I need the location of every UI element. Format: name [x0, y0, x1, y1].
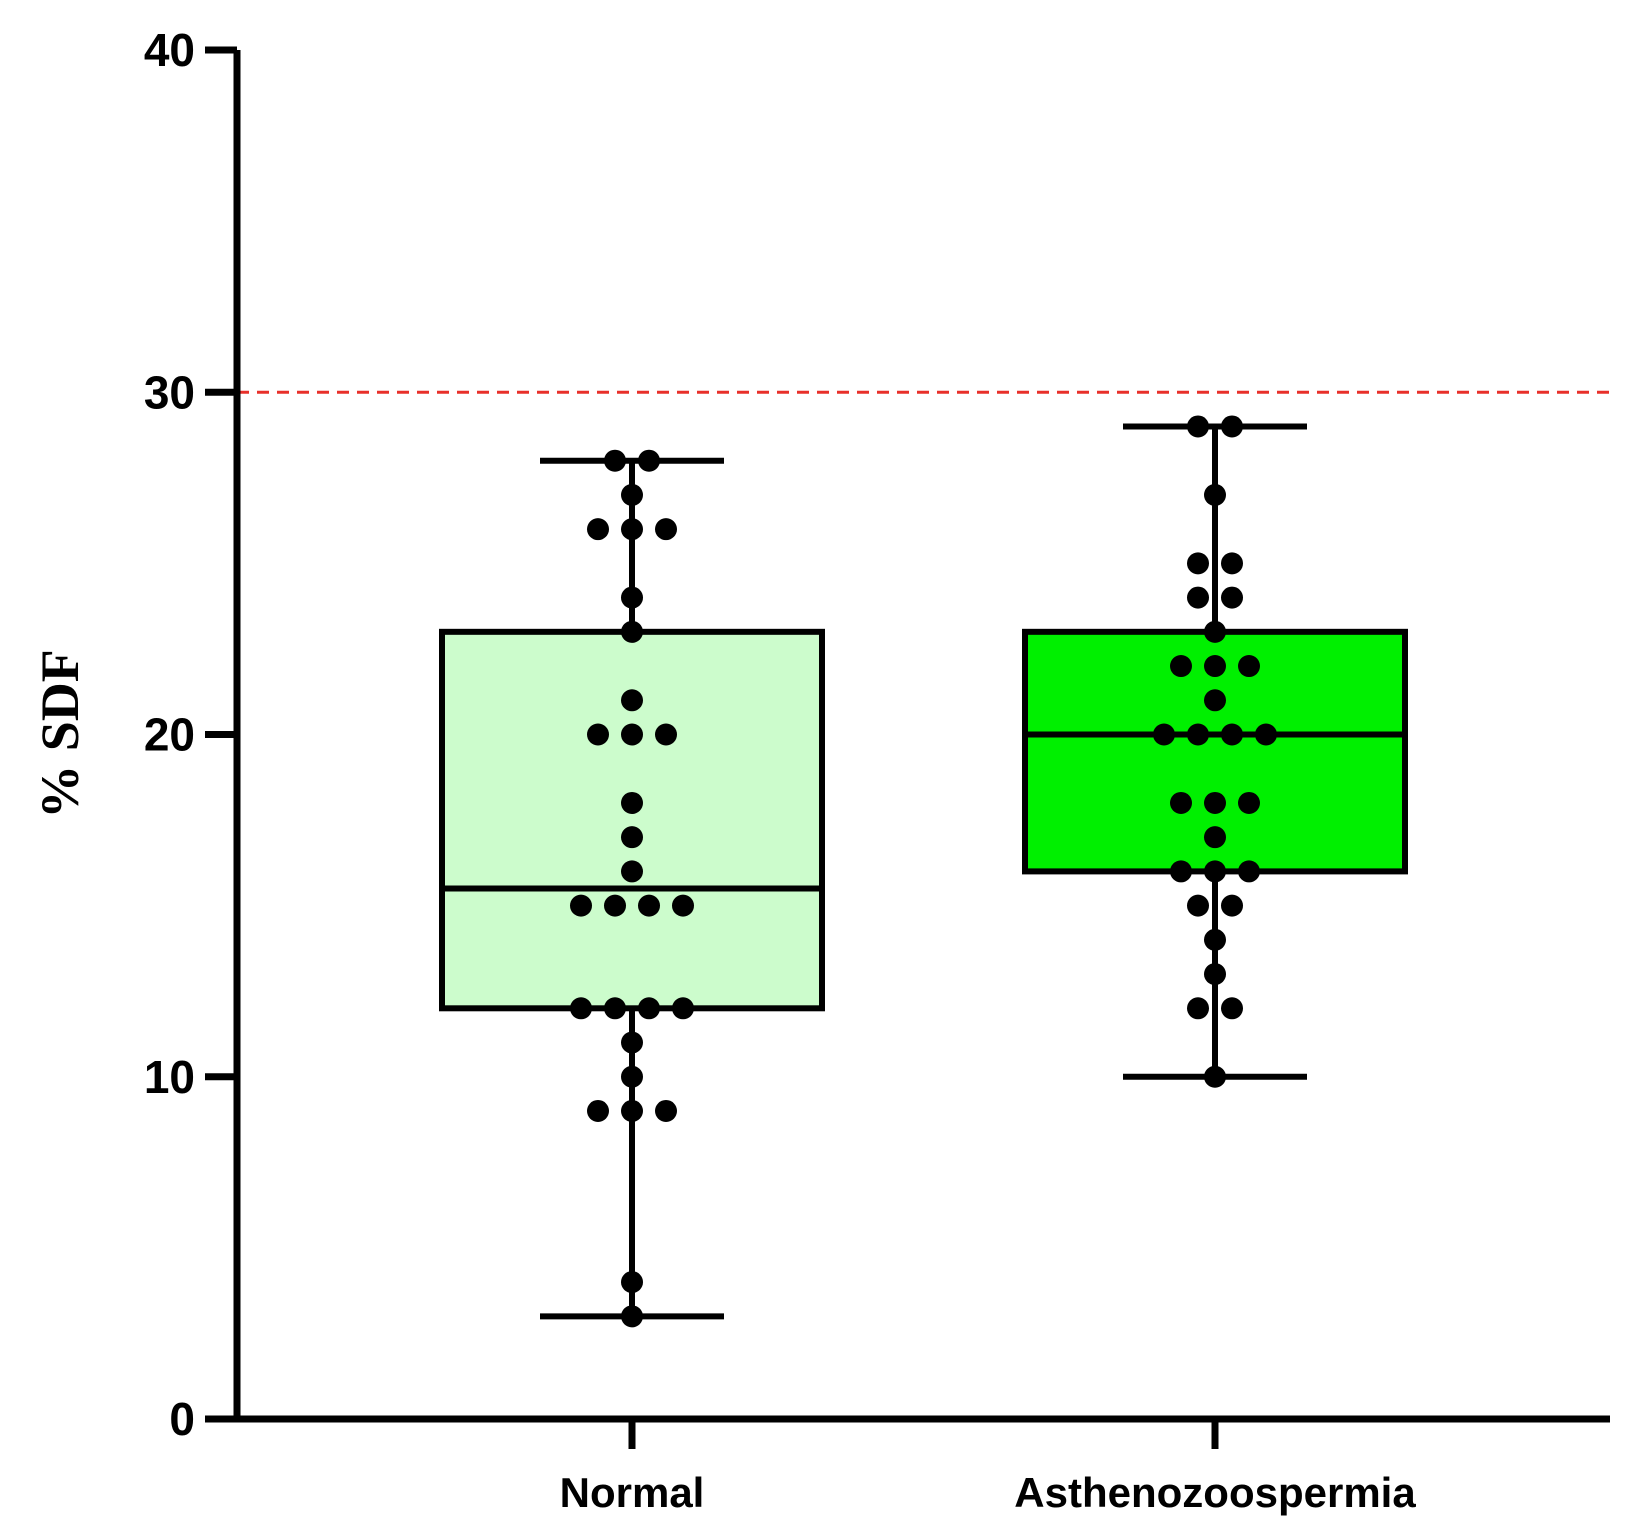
y-axis-title: % SDF — [30, 649, 90, 819]
asthenozoospermia-data-point — [1187, 586, 1209, 609]
normal-data-point — [621, 1031, 643, 1054]
asthenozoospermia-data-point — [1238, 791, 1260, 814]
normal-data-point — [621, 860, 643, 883]
normal-data-point — [621, 723, 643, 746]
x-category-label: Normal — [560, 1469, 705, 1516]
y-tick-label: 0 — [169, 1393, 195, 1445]
asthenozoospermia-data-point — [1221, 997, 1243, 1020]
asthenozoospermia-data-point — [1204, 1065, 1226, 1088]
normal-data-point — [655, 1099, 677, 1122]
asthenozoospermia-data-point — [1170, 791, 1192, 814]
asthenozoospermia-data-point — [1187, 415, 1209, 438]
asthenozoospermia-data-point — [1221, 894, 1243, 917]
asthenozoospermia-data-point — [1170, 860, 1192, 883]
normal-data-point — [570, 997, 592, 1020]
y-tick-label: 20 — [144, 709, 195, 761]
y-tick-label: 10 — [144, 1051, 195, 1103]
asthenozoospermia-data-point — [1170, 655, 1192, 678]
asthenozoospermia-data-point — [1204, 928, 1226, 951]
asthenozoospermia-data-point — [1204, 483, 1226, 506]
data-points-layer — [570, 415, 1277, 1328]
box-layer — [439, 423, 1408, 1320]
asthenozoospermia-data-point — [1187, 552, 1209, 575]
x-category-label: Asthenozoospermia — [1014, 1469, 1416, 1516]
asthenozoospermia-data-point — [1255, 723, 1277, 746]
normal-data-point — [621, 586, 643, 609]
asthenozoospermia-data-point — [1221, 552, 1243, 575]
normal-data-point — [621, 483, 643, 506]
normal-data-point — [587, 1099, 609, 1122]
asthenozoospermia-data-point — [1221, 586, 1243, 609]
normal-data-point — [655, 723, 677, 746]
normal-data-point — [655, 518, 677, 541]
asthenozoospermia-data-point — [1221, 415, 1243, 438]
y-tick-label: 40 — [144, 24, 195, 76]
asthenozoospermia-data-point — [1204, 655, 1226, 678]
normal-data-point — [604, 894, 626, 917]
asthenozoospermia-data-point — [1204, 860, 1226, 883]
normal-box — [439, 628, 825, 1012]
normal-data-point — [604, 997, 626, 1020]
normal-data-point — [621, 1305, 643, 1328]
asthenozoospermia-data-point — [1238, 860, 1260, 883]
asthenozoospermia-data-point — [1187, 723, 1209, 746]
asthenozoospermia-data-point — [1221, 723, 1243, 746]
asthenozoospermia-data-point — [1238, 655, 1260, 678]
asthenozoospermia-data-point — [1153, 723, 1175, 746]
y-tick-label: 30 — [144, 366, 195, 418]
asthenozoospermia-data-point — [1187, 894, 1209, 917]
normal-data-point — [621, 791, 643, 814]
asthenozoospermia-data-point — [1204, 689, 1226, 712]
asthenozoospermia-data-point — [1187, 997, 1209, 1020]
normal-data-point — [621, 518, 643, 541]
normal-data-point — [621, 826, 643, 849]
asthenozoospermia-data-point — [1204, 620, 1226, 643]
normal-data-point — [621, 689, 643, 712]
normal-data-point — [638, 894, 660, 917]
asthenozoospermia-data-point — [1204, 791, 1226, 814]
normal-data-point — [638, 449, 660, 472]
normal-data-point — [587, 723, 609, 746]
normal-data-point — [638, 997, 660, 1020]
normal-data-point — [621, 620, 643, 643]
normal-data-point — [672, 894, 694, 917]
asthenozoospermia-data-point — [1204, 826, 1226, 849]
normal-data-point — [604, 449, 626, 472]
normal-data-point — [672, 997, 694, 1020]
asthenozoospermia-data-point — [1204, 963, 1226, 986]
normal-data-point — [621, 1271, 643, 1294]
normal-data-point — [587, 518, 609, 541]
axes: 0 10 20 30 40 Normal Asthenozoospermia — [144, 24, 1610, 1516]
normal-data-point — [570, 894, 592, 917]
normal-data-point — [621, 1099, 643, 1122]
normal-data-point — [621, 1065, 643, 1088]
